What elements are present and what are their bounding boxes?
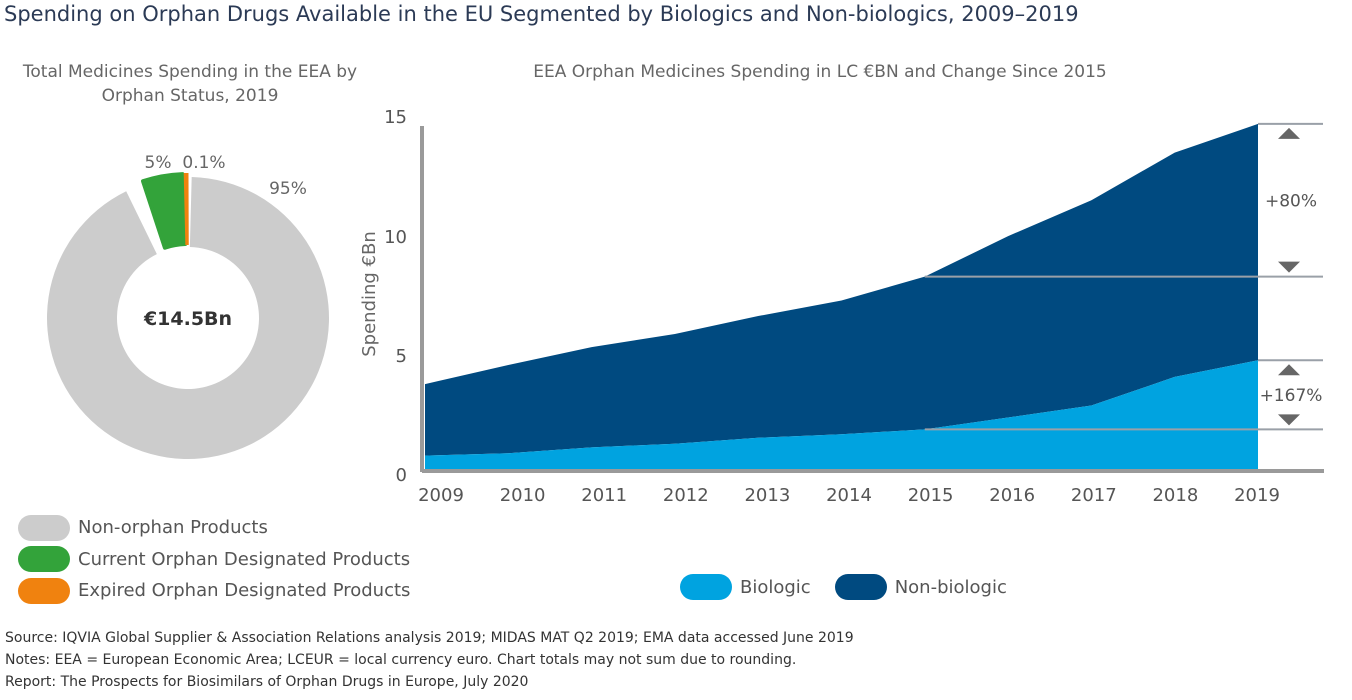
y-tick-label-5: 5 bbox=[396, 346, 407, 367]
donut-slice-non-orphan bbox=[46, 177, 329, 459]
legend-item-non-orphan: Non-orphan Products bbox=[18, 512, 410, 544]
report-note: Report: The Prospects for Biosimilars of… bbox=[5, 674, 529, 690]
x-tick-label-2018: 2018 bbox=[1152, 485, 1198, 506]
legend-swatch-current-orphan bbox=[18, 546, 70, 573]
x-tick-label-2017: 2017 bbox=[1071, 485, 1117, 506]
legend-item-biologic: Biologic bbox=[680, 574, 811, 600]
area-chart: 0 5 10 15 2009 2010 2011 2012 2013 2014 2015 2016 20… bbox=[359, 107, 1324, 506]
x-tick-label-2013: 2013 bbox=[744, 485, 790, 506]
legend-label-biologic: Biologic bbox=[740, 576, 811, 598]
x-tick-label-2011: 2011 bbox=[581, 485, 627, 506]
annotation-label-total: +80% bbox=[1265, 191, 1317, 211]
donut-slice-current-orphan bbox=[141, 172, 188, 250]
legend-label-current-orphan: Current Orphan Designated Products bbox=[78, 548, 411, 570]
donut-label-current-orphan: 5% bbox=[145, 153, 172, 173]
source-note: Source: IQVIA Global Supplier & Associat… bbox=[5, 630, 854, 646]
legend-swatch-non-biologic bbox=[834, 574, 887, 600]
legend-label-non-biologic: Non-biologic bbox=[894, 576, 1007, 598]
annotation-up-arrow-total bbox=[1278, 127, 1300, 139]
donut-slice-expired-orphan bbox=[183, 172, 189, 246]
legend-item-current-orphan: Current Orphan Designated Products bbox=[18, 544, 410, 576]
x-tick-label-2012: 2012 bbox=[663, 485, 709, 506]
x-tick-label-2010: 2010 bbox=[500, 485, 546, 506]
y-tick-label-0: 0 bbox=[396, 465, 407, 486]
area-legend: Biologic Non-biologic bbox=[680, 574, 1031, 600]
notes-note: Notes: EEA = European Economic Area; LCE… bbox=[5, 652, 797, 668]
annotation-down-arrow-biologic bbox=[1278, 414, 1300, 426]
x-tick-label-2014: 2014 bbox=[826, 485, 872, 506]
x-tick-label-2015: 2015 bbox=[908, 485, 954, 506]
area-series-biologic bbox=[425, 360, 1258, 470]
donut-label-expired-orphan: 0.1% bbox=[182, 153, 225, 173]
donut-chart-title: Total Medicines Spending in the EEA by O… bbox=[22, 62, 358, 106]
legend-item-expired-orphan: Expired Orphan Designated Products bbox=[18, 575, 410, 607]
x-tick-label-2009: 2009 bbox=[418, 485, 464, 506]
donut-chart: 95% 5% 0.1% €14.5Bn bbox=[46, 153, 329, 459]
annotation-label-biologic: +167% bbox=[1260, 386, 1323, 406]
area-chart-title: EEA Orphan Medicines Spending in LC €BN … bbox=[533, 62, 1107, 82]
legend-label-expired-orphan: Expired Orphan Designated Products bbox=[78, 580, 411, 602]
annotation-down-arrow-total bbox=[1278, 261, 1300, 273]
legend-item-non-biologic: Non-biologic bbox=[834, 574, 1007, 600]
x-tick-label-2016: 2016 bbox=[989, 485, 1035, 506]
y-tick-label-15: 15 bbox=[384, 107, 407, 128]
x-tick-label-2019: 2019 bbox=[1234, 485, 1280, 506]
footnotes: Source: IQVIA Global Supplier & Associat… bbox=[5, 627, 854, 693]
page-title: Spending on Orphan Drugs Available in th… bbox=[4, 2, 1079, 26]
legend-swatch-biologic bbox=[680, 574, 732, 600]
donut-center-total: €14.5Bn bbox=[143, 308, 232, 330]
legend-label-non-orphan: Non-orphan Products bbox=[78, 517, 268, 539]
legend-swatch-expired-orphan bbox=[18, 577, 70, 604]
y-axis-label: Spending €Bn bbox=[359, 231, 380, 357]
annotation-up-arrow-biologic bbox=[1278, 364, 1300, 376]
y-tick-label-10: 10 bbox=[384, 227, 407, 248]
legend-swatch-non-orphan bbox=[18, 514, 70, 541]
donut-label-non-orphan: 95% bbox=[269, 179, 307, 199]
donut-legend: Non-orphan Products Current Orphan Desig… bbox=[18, 512, 410, 607]
area-series-non-biologic bbox=[425, 123, 1258, 456]
